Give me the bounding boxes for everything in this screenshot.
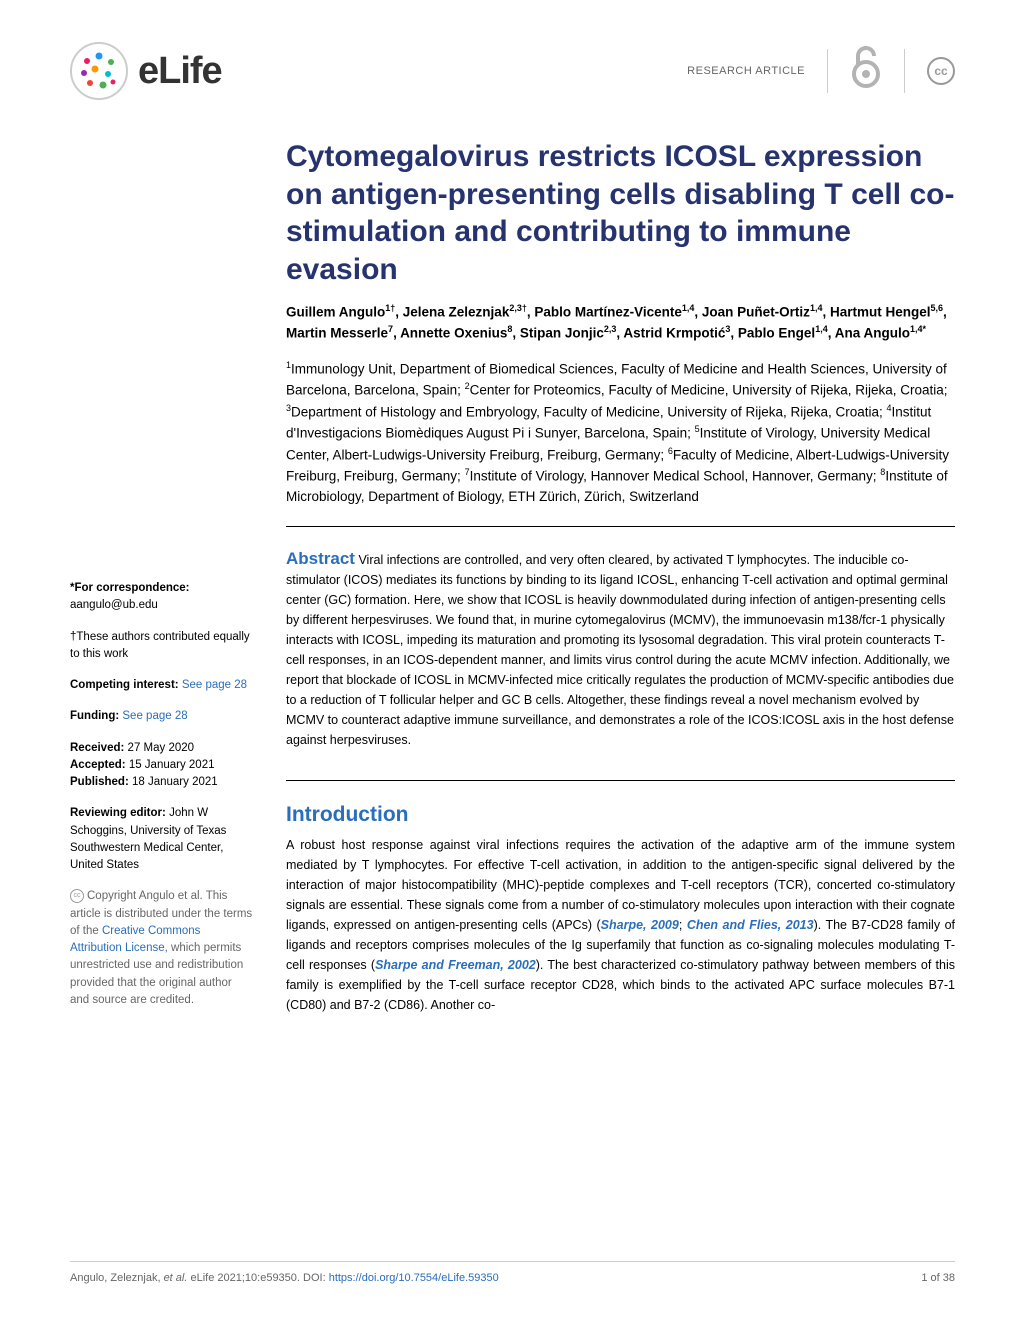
funding-block: Funding: See page 28 bbox=[70, 708, 254, 725]
section-divider bbox=[286, 780, 955, 781]
page-footer: Angulo, Zeleznjak, et al. eLife 2021;10:… bbox=[70, 1261, 955, 1284]
published-date: 18 January 2021 bbox=[132, 776, 218, 788]
abstract-section: Abstract Viral infections are controlled… bbox=[286, 549, 955, 750]
received-date: 27 May 2020 bbox=[128, 742, 195, 754]
article-body: Cytomegalovirus restricts ICOSL expressi… bbox=[286, 138, 955, 1023]
cc-icon-small: cc bbox=[70, 889, 84, 903]
section-divider bbox=[286, 526, 955, 527]
main-content: *For correspondence: aangulo@ub.edu †The… bbox=[0, 100, 1020, 1023]
funding-label: Funding: bbox=[70, 710, 119, 722]
page-header: eLife RESEARCH ARTICLE cc bbox=[0, 0, 1020, 100]
cc-license-icon: cc bbox=[927, 57, 955, 85]
citation[interactable]: Sharpe and Freeman, 2002 bbox=[375, 958, 536, 972]
correspondence-block: *For correspondence: aangulo@ub.edu bbox=[70, 580, 254, 615]
contribution-note: †These authors contributed equally to th… bbox=[70, 629, 254, 664]
page-number: 1 of 38 bbox=[921, 1272, 955, 1284]
accepted-label: Accepted: bbox=[70, 759, 126, 771]
footer-citation: Angulo, Zeleznjak, et al. eLife 2021;10:… bbox=[70, 1272, 499, 1284]
citation[interactable]: Chen and Flies, 2013 bbox=[687, 918, 814, 932]
article-title: Cytomegalovirus restricts ICOSL expressi… bbox=[286, 138, 955, 288]
dates-block: Received: 27 May 2020 Accepted: 15 Janua… bbox=[70, 740, 254, 792]
author-list: Guillem Angulo1†, Jelena Zeleznjak2,3†, … bbox=[286, 302, 955, 345]
received-label: Received: bbox=[70, 742, 124, 754]
correspondence-email: aangulo@ub.edu bbox=[70, 597, 254, 614]
abstract-heading: Abstract bbox=[286, 549, 355, 568]
funding-link[interactable]: See page 28 bbox=[122, 710, 187, 722]
abstract-text: Viral infections are controlled, and ver… bbox=[286, 553, 954, 747]
competing-link[interactable]: See page 28 bbox=[182, 679, 247, 691]
elife-logo-icon bbox=[70, 42, 128, 100]
article-metadata-sidebar: *For correspondence: aangulo@ub.edu †The… bbox=[70, 138, 254, 1023]
correspondence-label: *For correspondence: bbox=[70, 580, 254, 597]
competing-label: Competing interest: bbox=[70, 679, 179, 691]
citation[interactable]: Sharpe, 2009 bbox=[601, 918, 679, 932]
journal-name: eLife bbox=[138, 50, 222, 93]
competing-interest-block: Competing interest: See page 28 bbox=[70, 677, 254, 694]
open-access-icon bbox=[850, 44, 882, 98]
header-meta: RESEARCH ARTICLE cc bbox=[687, 44, 955, 98]
introduction-paragraph: A robust host response against viral inf… bbox=[286, 835, 955, 1015]
accepted-date: 15 January 2021 bbox=[129, 759, 215, 771]
article-type-label: RESEARCH ARTICLE bbox=[687, 65, 805, 77]
copyright-block: ccCopyright Angulo et al. This article i… bbox=[70, 888, 254, 1009]
doi-link[interactable]: https://doi.org/10.7554/eLife.59350 bbox=[329, 1272, 499, 1284]
journal-logo: eLife bbox=[70, 42, 222, 100]
reviewing-editor-block: Reviewing editor: John W Schoggins, Univ… bbox=[70, 805, 254, 874]
introduction-heading: Introduction bbox=[286, 803, 955, 827]
divider bbox=[827, 49, 828, 93]
divider bbox=[904, 49, 905, 93]
published-label: Published: bbox=[70, 776, 129, 788]
reviewing-label: Reviewing editor: bbox=[70, 807, 166, 819]
affiliation-list: 1Immunology Unit, Department of Biomedic… bbox=[286, 359, 955, 508]
